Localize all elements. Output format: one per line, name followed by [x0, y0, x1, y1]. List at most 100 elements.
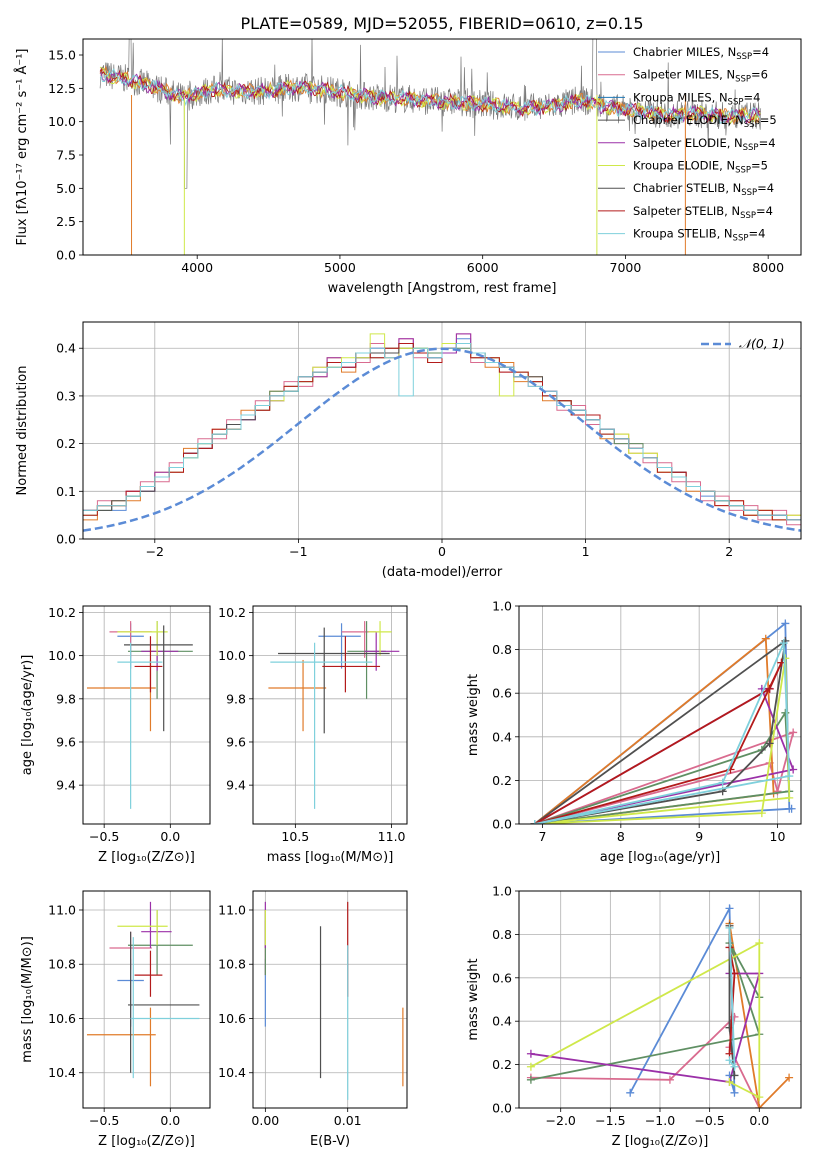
x-tick-label: 7000	[610, 260, 642, 275]
axes-frame	[82, 605, 211, 825]
weight-marker	[730, 1062, 739, 1071]
x-axis-label: Z [log₁₀(Z/Z⊙)]	[98, 1134, 195, 1149]
x-axis-label: age [log₁₀(age/yr)]	[600, 850, 721, 865]
weight-marker	[725, 923, 734, 932]
x-tick-label: −2.0	[546, 1113, 576, 1128]
legend-label-suffix: =6	[751, 68, 768, 82]
weight-marker	[789, 765, 798, 774]
weight-series-line	[728, 923, 790, 1108]
weight-marker	[757, 809, 766, 818]
weight-marker	[526, 1049, 535, 1058]
weight-marker	[526, 1062, 535, 1071]
weight-series-line	[530, 942, 761, 1081]
y-tick-label: 9.8	[226, 691, 246, 706]
y-tick-label: 0.0	[56, 248, 76, 263]
weight-series-line	[530, 1014, 761, 1108]
y-tick-label: 9.6	[56, 734, 76, 749]
y-tick-label: 15.0	[48, 48, 76, 63]
x-tick-label: 10	[770, 829, 786, 844]
weight-marker	[755, 939, 764, 948]
y-tick-label: 10.8	[218, 957, 246, 972]
y-tick-label: 0.1	[56, 484, 76, 499]
y-tick-label: 10.6	[218, 1011, 246, 1026]
model-spectrum-line	[99, 72, 761, 125]
y-tick-label: 11.0	[218, 902, 246, 917]
histogram-series	[83, 343, 801, 526]
legend-label-suffix: =4	[748, 227, 765, 241]
y-tick-label: 10.4	[48, 1065, 76, 1080]
axes-frame	[82, 321, 802, 540]
legend-label-main: Chabrier STELIB, N	[633, 181, 741, 195]
y-tick-label: 9.6	[226, 734, 246, 749]
y-axis-label: mass weight	[466, 958, 481, 1040]
weight-marker	[725, 1056, 734, 1065]
y-tick-label: 1.0	[492, 599, 512, 614]
weight-marker	[730, 1071, 739, 1080]
y-axis-label: mass weight	[466, 674, 481, 756]
weight-marker	[781, 708, 790, 717]
weight-marker	[725, 904, 734, 913]
y-tick-label: 10.0	[48, 114, 76, 129]
x-axis-label: mass [log₁₀(M/M⊙)]	[267, 850, 394, 865]
legend-label-main: Salpeter STELIB, N	[633, 204, 740, 218]
x-tick-label: 6000	[467, 260, 499, 275]
legend-label-suffix: =4	[752, 45, 769, 59]
x-tick-label: 0.0	[160, 829, 180, 844]
y-tick-label: 12.5	[48, 81, 76, 96]
x-tick-label: 0.0	[749, 1113, 769, 1128]
y-tick-label: 7.5	[56, 148, 76, 163]
y-tick-label: 11.0	[48, 902, 76, 917]
legend-label: Kroupa ELODIE, NSSP=5	[633, 159, 768, 176]
y-axis-label: Normed distribution	[15, 366, 30, 496]
weight-marker	[787, 804, 796, 813]
model-spectrum-line	[99, 68, 761, 125]
legend-label-main: Salpeter MILES, N	[633, 68, 735, 82]
panel-weight_vs_Z: −2.0 −1.5 −1.0 −0.5 0.0 0.0 0.2 0.4 0.6 0.8 1.0 Z […	[466, 884, 802, 1149]
x-tick-label: 4000	[181, 260, 213, 275]
x-tick-label: 10.5	[281, 829, 309, 844]
weight-marker	[626, 1088, 635, 1097]
x-tick-label: −0.5	[694, 1113, 724, 1128]
y-tick-label: 0.0	[492, 817, 512, 832]
legend-label-suffix: =4	[757, 181, 774, 195]
y-tick-label: 0.0	[492, 1101, 512, 1116]
legend-label: Kroupa STELIB, NSSP=4	[633, 227, 765, 244]
x-tick-label: 0.00	[251, 1113, 279, 1128]
weight-marker	[781, 619, 790, 628]
legend-label: Chabrier STELIB, NSSP=4	[633, 181, 774, 198]
weight-marker	[665, 1075, 674, 1084]
y-tick-label: 0.2	[492, 1057, 512, 1072]
legend-label-sub: SSP	[741, 188, 757, 198]
y-tick-label: 10.8	[48, 957, 76, 972]
legend-label-sub: SSP	[735, 75, 751, 85]
weight-series-line	[534, 662, 783, 824]
legend-label: Chabrier ELODIE, NSSP=5	[633, 113, 777, 130]
histogram-series	[83, 343, 801, 530]
y-tick-label: 9.4	[226, 778, 246, 793]
legend-label: Salpeter STELIB, NSSP=4	[633, 204, 773, 221]
observed-spectrum-line	[99, 39, 762, 189]
figure-title: PLATE=0589, MJD=52055, FIBERID=0610, z=0…	[240, 14, 643, 33]
legend-label-main: Chabrier MILES, N	[633, 45, 736, 59]
weight-marker	[785, 772, 794, 781]
weight-series-line	[534, 636, 775, 824]
histogram-series	[83, 347, 801, 526]
axes-frame	[518, 890, 802, 1109]
x-tick-label: −1.0	[645, 1113, 675, 1128]
x-axis-label: Z [log₁₀(Z/Z⊙)]	[98, 850, 195, 865]
y-axis-label: age [log₁₀(age/yr)]	[20, 655, 35, 776]
legend-label-main: Kroupa STELIB, N	[633, 227, 733, 241]
y-tick-label: 0.4	[492, 1014, 512, 1029]
weight-series-line	[629, 905, 736, 1094]
legend-label-sub: SSP	[735, 166, 751, 176]
axes-frame	[252, 605, 408, 825]
legend-label-sub: SSP	[740, 211, 756, 221]
x-tick-label: −2	[146, 544, 164, 559]
y-tick-label: 0.3	[56, 388, 76, 403]
x-tick-label: 2	[725, 544, 733, 559]
legend-label: Salpeter MILES, NSSP=6	[633, 68, 768, 85]
weight-marker	[725, 1023, 734, 1032]
plot-area	[264, 901, 404, 1100]
plot-area	[268, 621, 400, 809]
legend-label-sub: SSP	[743, 143, 759, 153]
